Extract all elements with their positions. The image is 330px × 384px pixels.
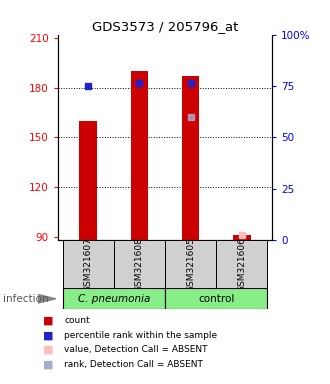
Bar (165, 288, 267, 309)
Bar (114, 240, 165, 290)
Bar (131, 71, 148, 240)
Bar (233, 235, 250, 240)
Text: ■: ■ (43, 316, 53, 326)
Bar (182, 76, 199, 240)
Text: ■: ■ (43, 330, 53, 340)
Bar (63, 288, 165, 309)
Text: GSM321605: GSM321605 (186, 238, 195, 292)
Text: GSM321606: GSM321606 (237, 238, 246, 292)
Text: GSM321607: GSM321607 (84, 238, 93, 292)
Polygon shape (38, 295, 56, 303)
Bar (80, 121, 97, 240)
Bar (63, 240, 114, 290)
Text: C. pneumonia: C. pneumonia (78, 293, 150, 304)
Text: value, Detection Call = ABSENT: value, Detection Call = ABSENT (64, 345, 208, 354)
Title: GDS3573 / 205796_at: GDS3573 / 205796_at (92, 20, 238, 33)
Text: infection: infection (3, 294, 49, 304)
Text: GSM321608: GSM321608 (135, 238, 144, 292)
Text: ■: ■ (43, 359, 53, 369)
Text: control: control (198, 293, 234, 304)
Text: ■: ■ (43, 345, 53, 355)
Bar (165, 240, 216, 290)
Text: percentile rank within the sample: percentile rank within the sample (64, 331, 217, 340)
Bar (216, 240, 267, 290)
Text: rank, Detection Call = ABSENT: rank, Detection Call = ABSENT (64, 360, 203, 369)
Text: count: count (64, 316, 90, 325)
